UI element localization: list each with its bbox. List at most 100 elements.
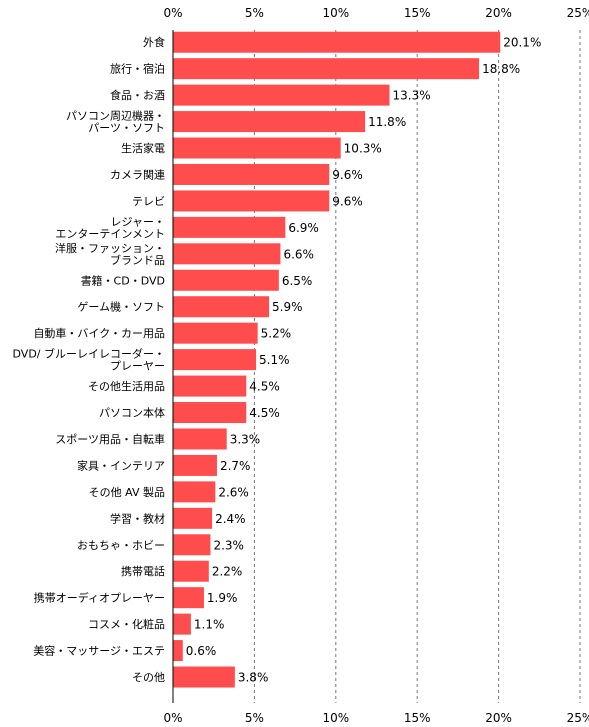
bar xyxy=(173,666,235,688)
category-label-line: レジャー・ xyxy=(111,215,165,228)
category-label-line: コスメ・化粧品 xyxy=(88,617,165,631)
category-label-line: 学習・教材 xyxy=(110,511,165,525)
bar xyxy=(173,402,247,424)
x-tick-label-top: 20% xyxy=(485,6,512,20)
category-label: その他生活用品 xyxy=(88,379,165,393)
value-label: 13.3% xyxy=(393,89,431,103)
category-label: コスメ・化粧品 xyxy=(88,617,165,631)
value-label: 4.5% xyxy=(249,380,280,394)
category-label: 美容・マッサージ・エステ xyxy=(33,644,165,658)
x-tick-label-top: 10% xyxy=(322,6,349,20)
bar xyxy=(173,613,191,635)
value-label: 0.6% xyxy=(186,644,217,658)
category-label-line: パーツ・ソフト xyxy=(88,122,165,135)
category-label-line: 洋服・ファッション・ xyxy=(55,241,165,255)
bar xyxy=(173,349,257,371)
category-label-line: 書籍・CD・DVD xyxy=(81,273,165,287)
category-label-line: テレビ xyxy=(132,195,165,208)
category-label-line: パソコン周辺機器・ xyxy=(66,109,165,123)
x-tick-label-top: 0% xyxy=(163,6,182,20)
category-label-line: 自動車・バイク・カー用品 xyxy=(33,326,165,340)
category-label: おもちゃ・ホビー xyxy=(77,539,165,552)
bar xyxy=(173,111,366,133)
value-label: 1.1% xyxy=(194,618,225,632)
x-tick-label-bottom: 20% xyxy=(485,711,512,725)
bar xyxy=(173,243,281,265)
category-label: その他 xyxy=(132,671,165,684)
x-tick-label-bottom: 0% xyxy=(163,711,182,725)
category-label-line: 生活家電 xyxy=(121,141,165,155)
bar xyxy=(173,137,341,159)
value-label: 11.8% xyxy=(368,115,406,129)
bar xyxy=(173,216,286,238)
category-label: 学習・教材 xyxy=(110,511,165,525)
category-label-line: 外食 xyxy=(143,35,165,49)
value-label: 3.8% xyxy=(238,671,269,685)
category-label: 携帯オーディオプレーヤー xyxy=(34,591,165,605)
category-label-line: その他生活用品 xyxy=(88,379,165,393)
value-label: 5.2% xyxy=(261,327,292,341)
value-label: 9.6% xyxy=(332,168,363,182)
category-label: 家具・インテリア xyxy=(77,458,165,472)
value-label: 1.9% xyxy=(207,591,238,605)
x-tick-label-bottom: 15% xyxy=(404,711,431,725)
value-label: 6.5% xyxy=(282,274,313,288)
category-label-line: 旅行・宿泊 xyxy=(110,62,165,76)
category-label-line: おもちゃ・ホビー xyxy=(77,539,165,552)
category-label-line: プレーヤー xyxy=(110,360,165,373)
category-label: カメラ関連 xyxy=(110,167,165,181)
value-labels: 20.1% 18.8% 13.3% 11.8% 10.3% 9.6% 9.6% 6.9% 6.6… xyxy=(186,36,542,685)
bar xyxy=(173,84,390,106)
category-label-line: その他 AV 製品 xyxy=(89,485,165,499)
x-tick-label-top: 5% xyxy=(245,6,264,20)
category-label-line: ゲーム機・ソフト xyxy=(77,300,165,314)
category-label-line: 食品・お酒 xyxy=(110,88,165,102)
category-label-line: DVD/ ブルーレイレコーダー・ xyxy=(13,347,165,361)
category-label: テレビ xyxy=(132,195,165,208)
category-label: 洋服・ファッション・ブランド品 xyxy=(55,241,165,267)
bar xyxy=(173,31,501,53)
value-label: 10.3% xyxy=(344,142,382,156)
value-label: 6.6% xyxy=(283,247,314,261)
category-label: 書籍・CD・DVD xyxy=(81,273,165,287)
x-tick-label-bottom: 25% xyxy=(567,711,589,725)
bar xyxy=(173,322,258,344)
bar xyxy=(173,296,270,318)
category-label-line: その他 xyxy=(132,671,165,684)
bar xyxy=(173,534,211,556)
x-tick-label-top: 15% xyxy=(404,6,431,20)
x-tick-label-bottom: 5% xyxy=(245,711,264,725)
category-label: 旅行・宿泊 xyxy=(110,62,165,76)
bar xyxy=(173,269,279,291)
value-label: 20.1% xyxy=(503,36,541,50)
x-axis-ticks-top: 0% 5% 10% 15% 20% 25% xyxy=(163,6,589,20)
bar xyxy=(173,560,209,582)
category-label-line: カメラ関連 xyxy=(110,167,165,181)
value-label: 2.7% xyxy=(220,459,251,473)
bar xyxy=(173,163,330,185)
value-label: 5.1% xyxy=(259,353,290,367)
category-label: 食品・お酒 xyxy=(110,88,165,102)
category-label: パソコン本体 xyxy=(99,406,165,420)
bar xyxy=(173,454,217,476)
value-label: 4.5% xyxy=(249,406,280,420)
category-label: スポーツ用品・自転車 xyxy=(55,432,165,446)
bar xyxy=(173,190,330,212)
bar xyxy=(173,428,227,450)
category-label: その他 AV 製品 xyxy=(89,485,165,499)
category-label: DVD/ ブルーレイレコーダー・プレーヤー xyxy=(13,347,165,373)
bar xyxy=(173,58,480,80)
category-label-line: 携帯電話 xyxy=(121,564,165,578)
bar xyxy=(173,587,204,609)
category-label: ゲーム機・ソフト xyxy=(77,300,165,314)
x-tick-label-top: 25% xyxy=(567,6,589,20)
value-label: 5.9% xyxy=(272,300,303,314)
category-label: レジャー・エンターテインメント xyxy=(55,215,165,240)
value-label: 9.6% xyxy=(332,194,363,208)
category-labels: 外食旅行・宿泊食品・お酒パソコン周辺機器・パーツ・ソフト生活家電カメラ関連テレビ… xyxy=(13,35,165,684)
category-label: 自動車・バイク・カー用品 xyxy=(33,326,165,340)
value-label: 6.9% xyxy=(288,221,319,235)
category-label-line: スポーツ用品・自転車 xyxy=(55,432,165,446)
value-label: 2.4% xyxy=(215,512,246,526)
